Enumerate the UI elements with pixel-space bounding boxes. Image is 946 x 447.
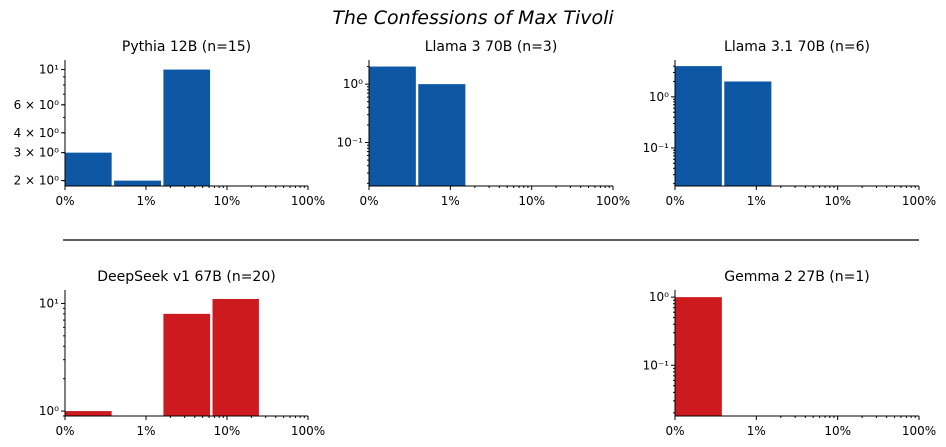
bar [212, 298, 259, 416]
y-tick-label: 10¹ [39, 63, 59, 77]
bar [65, 411, 112, 416]
x-tick-label: 0% [55, 194, 74, 208]
x-tick-label: 0% [359, 194, 378, 208]
y-tick-label: 10⁰ [39, 404, 59, 418]
y-tick-label: 10⁻¹ [337, 136, 364, 150]
x-tick-label: 10% [824, 194, 851, 208]
bar [724, 81, 772, 186]
bar [418, 84, 466, 186]
y-tick-label: 10⁻¹ [643, 358, 670, 372]
x-tick-label: 10% [214, 194, 241, 208]
panel-title: Llama 3 70B (n=3) [425, 39, 558, 55]
x-tick-label: 100% [291, 194, 325, 208]
panel-title: Gemma 2 27B (n=1) [724, 269, 869, 285]
bar [114, 180, 161, 186]
bar [163, 313, 211, 416]
x-tick-label: 0% [665, 194, 684, 208]
panels: Pythia 12B (n=15) 0% 1% 10% 100% 2 × 10⁰ 3 × 1… [14, 39, 937, 438]
bar [369, 66, 416, 186]
panel-2: Llama 3 70B (n=3) 0% 1% 10% 100% 10⁻¹ 10⁰ [337, 39, 631, 208]
x-tick-label: 100% [291, 424, 325, 438]
x-tick-label: 1% [136, 424, 155, 438]
bar [675, 66, 722, 186]
x-tick-label: 10% [518, 194, 545, 208]
x-tick-label: 1% [441, 194, 460, 208]
x-tick-label: 1% [747, 424, 766, 438]
y-tick-label: 10⁰ [649, 90, 669, 104]
y-tick-label: 4 × 10⁰ [14, 126, 60, 140]
figure-title: The Confessions of Max Tivoli [332, 7, 614, 29]
x-tick-label: 1% [136, 194, 155, 208]
y-tick-label: 6 × 10⁰ [14, 98, 60, 112]
bar [163, 69, 211, 186]
y-tick-label: 3 × 10⁰ [14, 146, 60, 160]
panel-title: Pythia 12B (n=15) [122, 39, 251, 55]
panel-5: Gemma 2 27B (n=1) 0% 1% 10% 100% 10⁻¹ 10⁰ [643, 269, 937, 438]
x-tick-label: 0% [665, 424, 684, 438]
bar [675, 297, 722, 416]
panel-title: Llama 3.1 70B (n=6) [724, 39, 870, 55]
bar [65, 152, 112, 186]
y-tick-label: 10⁻¹ [643, 141, 670, 155]
y-tick-label: 10⁰ [649, 290, 669, 304]
x-tick-label: 10% [824, 424, 851, 438]
panel-title: DeepSeek v1 67B (n=20) [97, 269, 275, 285]
y-tick-label: 10¹ [39, 296, 59, 310]
x-tick-label: 0% [55, 424, 74, 438]
x-tick-label: 100% [596, 194, 630, 208]
y-tick-label: 10⁰ [343, 77, 363, 91]
x-tick-label: 10% [214, 424, 241, 438]
x-tick-label: 100% [902, 194, 936, 208]
panel-3: Llama 3.1 70B (n=6) 0% 1% 10% 100% 10⁻¹ 10⁰ [643, 39, 937, 208]
y-tick-label: 2 × 10⁰ [14, 174, 60, 188]
x-tick-label: 1% [747, 194, 766, 208]
panel-4: DeepSeek v1 67B (n=20) 0% 1% 10% 100% 10⁰ 10¹ [39, 269, 325, 438]
panel-1: Pythia 12B (n=15) 0% 1% 10% 100% 2 × 10⁰ 3 × 1… [14, 39, 326, 208]
x-tick-label: 100% [902, 424, 936, 438]
